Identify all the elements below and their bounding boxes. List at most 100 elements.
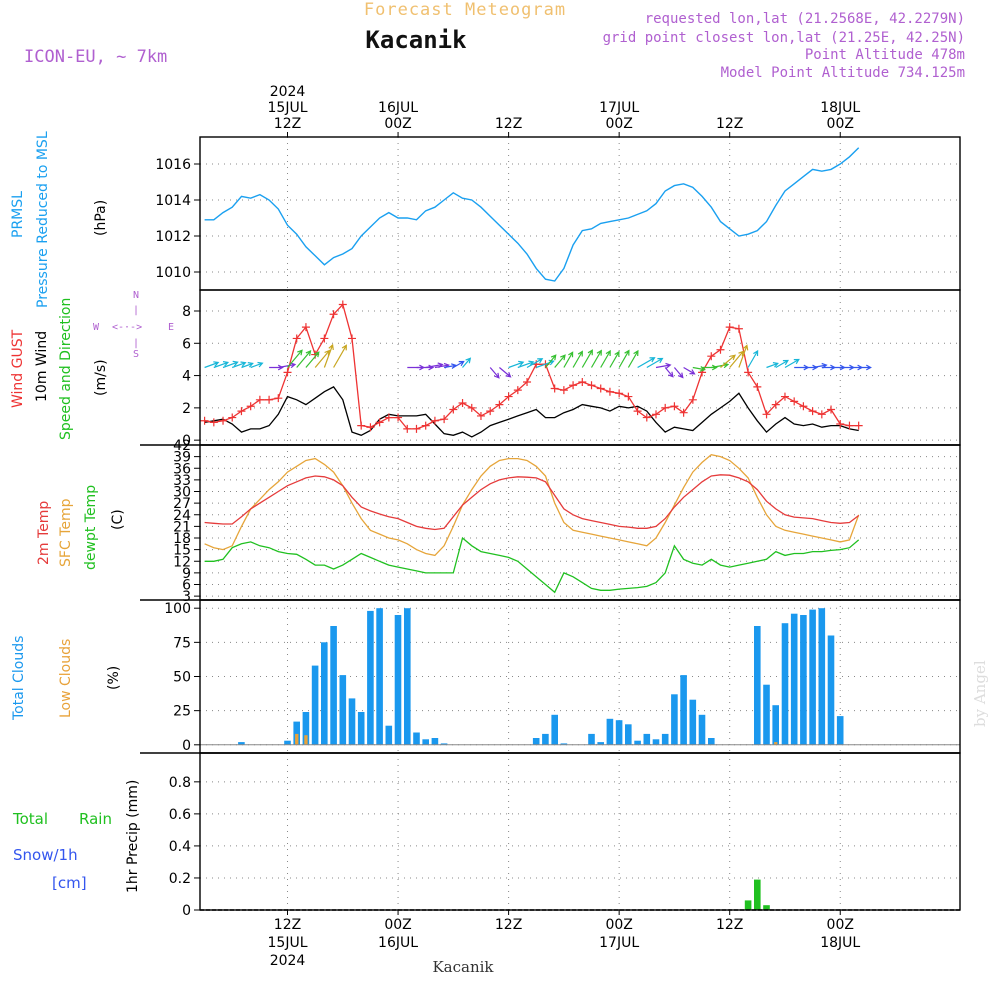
clouds-ytick-label: 50 — [173, 670, 191, 686]
model-label: ICON-EU, ~ 7km — [24, 47, 167, 67]
dewpt-label: dewpt Temp — [83, 485, 99, 570]
total-cloud-bar — [800, 615, 807, 745]
gust-point — [320, 334, 329, 343]
gust-point — [486, 407, 495, 416]
total-cloud-bar — [588, 733, 595, 745]
gust-point — [799, 402, 808, 411]
total-cloud-bar — [597, 742, 604, 745]
total-cloud-bar — [836, 716, 844, 745]
total-cloud-bar — [781, 623, 789, 745]
gust-point — [679, 408, 688, 417]
top-time-label: 2024 — [270, 84, 306, 100]
low-cloud-bar — [295, 733, 299, 745]
point-altitude: Point Altitude 478m — [805, 47, 965, 63]
gust-point — [338, 300, 347, 309]
top-time-label: 15JUL — [268, 100, 308, 116]
precip-bar — [744, 900, 752, 910]
wind-arrow — [526, 358, 544, 369]
gust-point — [559, 386, 568, 395]
gust-point — [375, 418, 384, 427]
total-cloud-bar — [615, 720, 623, 745]
temp-labels: 2m Temp SFC Temp dewpt Temp (C) — [36, 485, 126, 570]
gust-point — [808, 407, 817, 416]
total-cloud-bar — [698, 714, 706, 745]
requested-coords: requested lon,lat (21.2568E, 42.2279N) — [645, 11, 965, 27]
t2m-label: 2m Temp — [36, 501, 52, 565]
wind-arrow — [655, 362, 672, 369]
total-cloud-bar — [431, 738, 439, 745]
gust-point — [348, 334, 356, 343]
low-cloud-bar — [304, 735, 308, 745]
wind-arrow — [784, 358, 800, 369]
wind-arrow — [572, 350, 583, 368]
gust-point — [265, 395, 274, 404]
wind-arrow — [416, 364, 435, 371]
total-cloud-bar — [643, 733, 651, 745]
footer-station: Kacanik — [432, 958, 494, 976]
temp-ytick-label: 3 — [182, 589, 191, 605]
top-time-label: 00Z — [827, 116, 854, 132]
precip-frame — [199, 752, 961, 911]
total-label: Total — [12, 810, 48, 828]
temp-ytick-label: 21 — [173, 519, 191, 535]
gust-point — [440, 415, 449, 424]
cloud-unit: (%) — [106, 666, 122, 690]
cloud-labels: Total Clouds Low Clouds (%) — [11, 636, 122, 721]
pressure-ytick-label: 1014 — [155, 193, 191, 209]
gust-point — [707, 352, 716, 361]
gust-point — [624, 392, 633, 401]
wind-arrow — [231, 361, 247, 369]
total-cloud-bar — [321, 642, 328, 745]
t2m-line — [204, 474, 860, 531]
total-cloud-bar — [394, 615, 402, 745]
clouds-ytick-label: 25 — [173, 704, 191, 720]
gust-label: Wind GUST — [10, 329, 26, 408]
wind-arrow — [720, 354, 736, 368]
total-cloud-bar — [339, 675, 347, 745]
wind-arrow — [766, 362, 779, 369]
wind-arrow — [333, 344, 347, 368]
gust-point — [228, 413, 237, 422]
gust-point — [596, 384, 605, 393]
top-time-label: 18JUL — [820, 100, 860, 116]
wind-arrow — [314, 349, 331, 368]
clouds-ytick-label: 100 — [164, 601, 191, 617]
total-cloud-bar — [284, 740, 291, 745]
wind-unit: (m/s) — [93, 359, 109, 396]
wind-labels: Wind GUST 10m Wind Speed and Direction (… — [10, 290, 174, 440]
gust-point — [237, 407, 246, 416]
total-cloud-bar — [532, 738, 540, 745]
compass-e: E — [168, 322, 174, 333]
bottom-time-label: 2024 — [270, 953, 306, 969]
wind-arrow — [535, 359, 555, 369]
gridpoint-coords: grid point closest lon,lat (21.25E, 42.2… — [603, 30, 965, 46]
total-cloud-bar — [754, 626, 761, 745]
bottom-time-label: 15JUL — [268, 935, 308, 951]
temp-ytick-label: 42 — [173, 438, 191, 454]
total-cloud-bar — [671, 694, 678, 745]
precip-ytick-label: 0.2 — [169, 871, 191, 887]
wind-ytick-label: 6 — [182, 336, 191, 352]
watermark: by Angel — [971, 660, 989, 727]
temp-ytick-label: 33 — [173, 473, 191, 489]
gust-point — [771, 400, 780, 409]
pressure-msl-label: Pressure Reduced to MSL — [35, 131, 51, 308]
bottom-time-label: 00Z — [605, 917, 632, 933]
bottom-time-label: 16JUL — [378, 935, 418, 951]
precip-bar — [754, 879, 761, 910]
top-time-label: 12Z — [716, 116, 743, 132]
pressure-ytick-label: 1012 — [155, 229, 191, 245]
gust-point — [642, 413, 651, 422]
gust-point — [412, 424, 421, 433]
bottom-time-label: 00Z — [384, 917, 411, 933]
gust-point — [255, 395, 264, 404]
compass-n: N — [133, 290, 139, 301]
gust-point — [495, 400, 504, 409]
gust-point — [421, 421, 430, 430]
top-time-label: 16JUL — [378, 100, 418, 116]
precip-ytick-label: 0.6 — [169, 807, 191, 823]
gust-point — [200, 416, 209, 425]
gust-point — [817, 410, 826, 419]
wind-arrow — [646, 357, 664, 369]
